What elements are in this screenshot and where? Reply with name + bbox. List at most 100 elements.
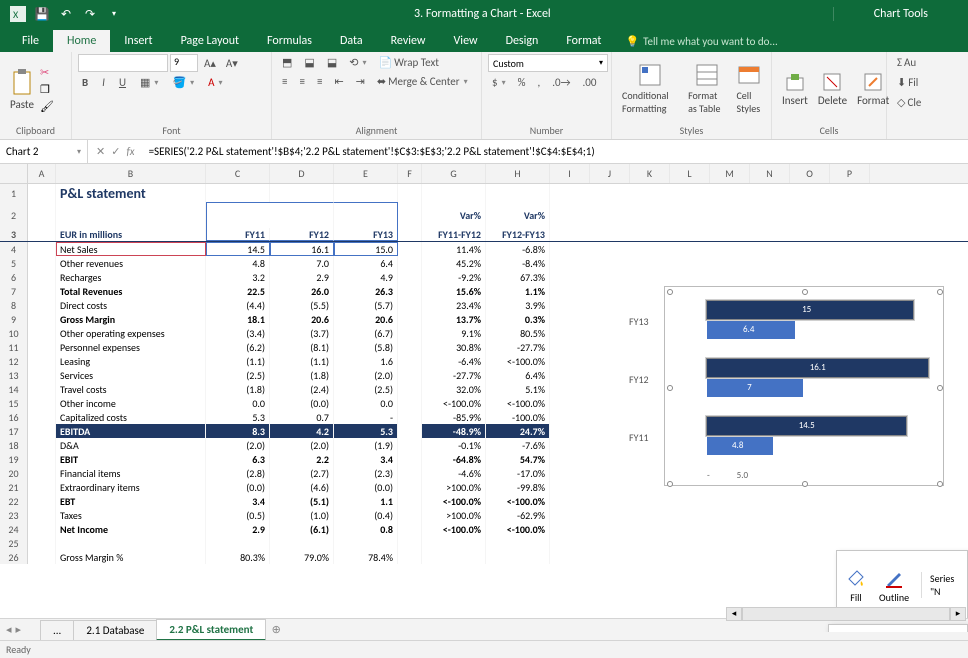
selection-handle[interactable] [937, 289, 943, 295]
cell-var[interactable]: -7.6% [486, 438, 550, 452]
row-18[interactable]: 18 [0, 438, 28, 452]
row-3[interactable]: 3 [0, 228, 28, 241]
ctx-delete[interactable]: Delete [829, 627, 967, 632]
cell-value[interactable]: (3.7) [270, 326, 334, 340]
cell-label[interactable]: Total Revenues [56, 284, 206, 298]
decrease-decimal-icon[interactable]: .00 [579, 74, 601, 91]
row-10[interactable]: 10 [0, 326, 28, 340]
row-14[interactable]: 14 [0, 382, 28, 396]
decrease-font-icon[interactable]: A▾ [222, 55, 242, 72]
autosum-button[interactable]: Σ Au [893, 54, 920, 71]
cell-label[interactable]: Gross Margin % [56, 550, 206, 564]
cell-var[interactable]: <-100.0% [486, 494, 550, 508]
cell-var[interactable] [486, 550, 550, 564]
sheet-nav-first-icon[interactable]: ◂ [6, 623, 12, 636]
cell-label[interactable]: Personnel expenses [56, 340, 206, 354]
row-22[interactable]: 22 [0, 494, 28, 508]
col-F[interactable]: F [398, 164, 422, 183]
row-26[interactable]: 26 [0, 550, 28, 564]
increase-font-icon[interactable]: A▴ [200, 55, 220, 72]
tab-review[interactable]: Review [377, 30, 440, 52]
col-I[interactable]: I [550, 164, 590, 183]
format-as-table-button[interactable]: Format as Table [684, 61, 730, 117]
cell-value[interactable]: (1.1) [270, 354, 334, 368]
row-25[interactable]: 25 [0, 536, 28, 550]
align-right-icon[interactable]: ≡ [313, 73, 326, 90]
cell-value[interactable]: 3.4 [206, 494, 270, 508]
indent-inc-icon[interactable]: ⇥ [352, 73, 369, 90]
cell-value[interactable]: 6.3 [206, 452, 270, 466]
cell-value[interactable]: 5.3 [334, 424, 398, 438]
cell-value[interactable]: (2.8) [206, 466, 270, 480]
cell-value[interactable]: (2.5) [334, 382, 398, 396]
cell-value[interactable]: (3.4) [206, 326, 270, 340]
cell-value[interactable]: 5.3 [206, 410, 270, 424]
cell-value[interactable]: (1.8) [206, 382, 270, 396]
cell-value[interactable]: (5.7) [334, 298, 398, 312]
cell-value[interactable]: (0.0) [334, 480, 398, 494]
cell-value[interactable]: 2.9 [206, 522, 270, 536]
cell-var[interactable]: <-100.0% [422, 396, 486, 410]
cell-value[interactable] [270, 536, 334, 550]
tab-formulas[interactable]: Formulas [253, 30, 326, 52]
cut-icon[interactable]: ✂ [40, 66, 54, 79]
cell-value[interactable]: - [334, 410, 398, 424]
selection-handle[interactable] [802, 481, 808, 487]
cell-value[interactable]: (2.5) [206, 368, 270, 382]
chart-bar[interactable]: 7 [707, 379, 803, 397]
increase-decimal-icon[interactable]: .0→ [548, 74, 574, 91]
cell-value[interactable]: 22.5 [206, 284, 270, 298]
cell-value[interactable]: 20.6 [334, 312, 398, 326]
cell-var[interactable]: 24.7% [486, 424, 550, 438]
cell-label[interactable]: EBITDA [56, 424, 206, 438]
row-17[interactable]: 17 [0, 424, 28, 438]
cell-var[interactable]: -100.0% [486, 410, 550, 424]
cell-value[interactable]: (5.5) [270, 298, 334, 312]
align-middle-icon[interactable]: ⬓ [300, 54, 318, 71]
merge-center-button[interactable]: ⬌ Merge & Center [373, 73, 472, 90]
row-8[interactable]: 8 [0, 298, 28, 312]
fill-button-mini[interactable]: Fill [845, 567, 867, 604]
row-4[interactable]: 4 [0, 242, 28, 256]
cell-var[interactable]: 1.1% [486, 284, 550, 298]
col-E[interactable]: E [334, 164, 398, 183]
align-left-icon[interactable]: ≡ [278, 73, 291, 90]
tab-file[interactable]: File [8, 30, 53, 52]
cell-var[interactable]: -48.9% [422, 424, 486, 438]
cell-label[interactable]: Other income [56, 396, 206, 410]
tab-design[interactable]: Design [492, 30, 553, 52]
row-2[interactable]: 2 [0, 202, 28, 228]
cell-var[interactable] [486, 536, 550, 550]
cancel-formula-icon[interactable]: ✕ [96, 145, 105, 158]
cell-label[interactable]: Capitalized costs [56, 410, 206, 424]
cell-label[interactable]: EBT [56, 494, 206, 508]
cell-var[interactable]: 0.3% [486, 312, 550, 326]
cell-label[interactable]: Travel costs [56, 382, 206, 396]
scroll-right-icon[interactable]: ▸ [950, 607, 966, 621]
row-20[interactable]: 20 [0, 466, 28, 480]
cell-var[interactable]: 15.6% [422, 284, 486, 298]
paintbrush-icon[interactable]: 🖌 [40, 100, 54, 113]
chart-bar[interactable]: 4.8 [707, 437, 773, 455]
cell-value[interactable]: 1.1 [334, 494, 398, 508]
chart-bar[interactable]: 16.1 [707, 359, 928, 377]
cell-value[interactable]: (6.7) [334, 326, 398, 340]
cell-value[interactable]: (8.1) [270, 340, 334, 354]
selection-handle[interactable] [802, 289, 808, 295]
cell-value[interactable]: 1.6 [334, 354, 398, 368]
cell-value[interactable]: 16.1 [270, 242, 334, 256]
chart-bar[interactable]: 6.4 [707, 321, 795, 339]
cell-var[interactable]: 23.4% [422, 298, 486, 312]
font-size-dropdown[interactable]: 9 [170, 54, 198, 72]
formula-input[interactable]: =SERIES('2.2 P&L statement'!$B$4;'2.2 P&… [143, 145, 968, 158]
cell-var[interactable] [422, 550, 486, 564]
align-top-icon[interactable]: ⬒ [278, 54, 296, 71]
col-M[interactable]: M [710, 164, 750, 183]
cell-value[interactable]: 3.2 [206, 270, 270, 284]
undo-icon[interactable]: ↶ [56, 4, 76, 24]
cell-var[interactable]: -0.1% [422, 438, 486, 452]
cell-value[interactable]: 0.0 [334, 396, 398, 410]
copy-icon[interactable]: ❐ [40, 83, 54, 96]
cell-var[interactable]: 30.8% [422, 340, 486, 354]
cell-value[interactable]: (2.0) [270, 438, 334, 452]
